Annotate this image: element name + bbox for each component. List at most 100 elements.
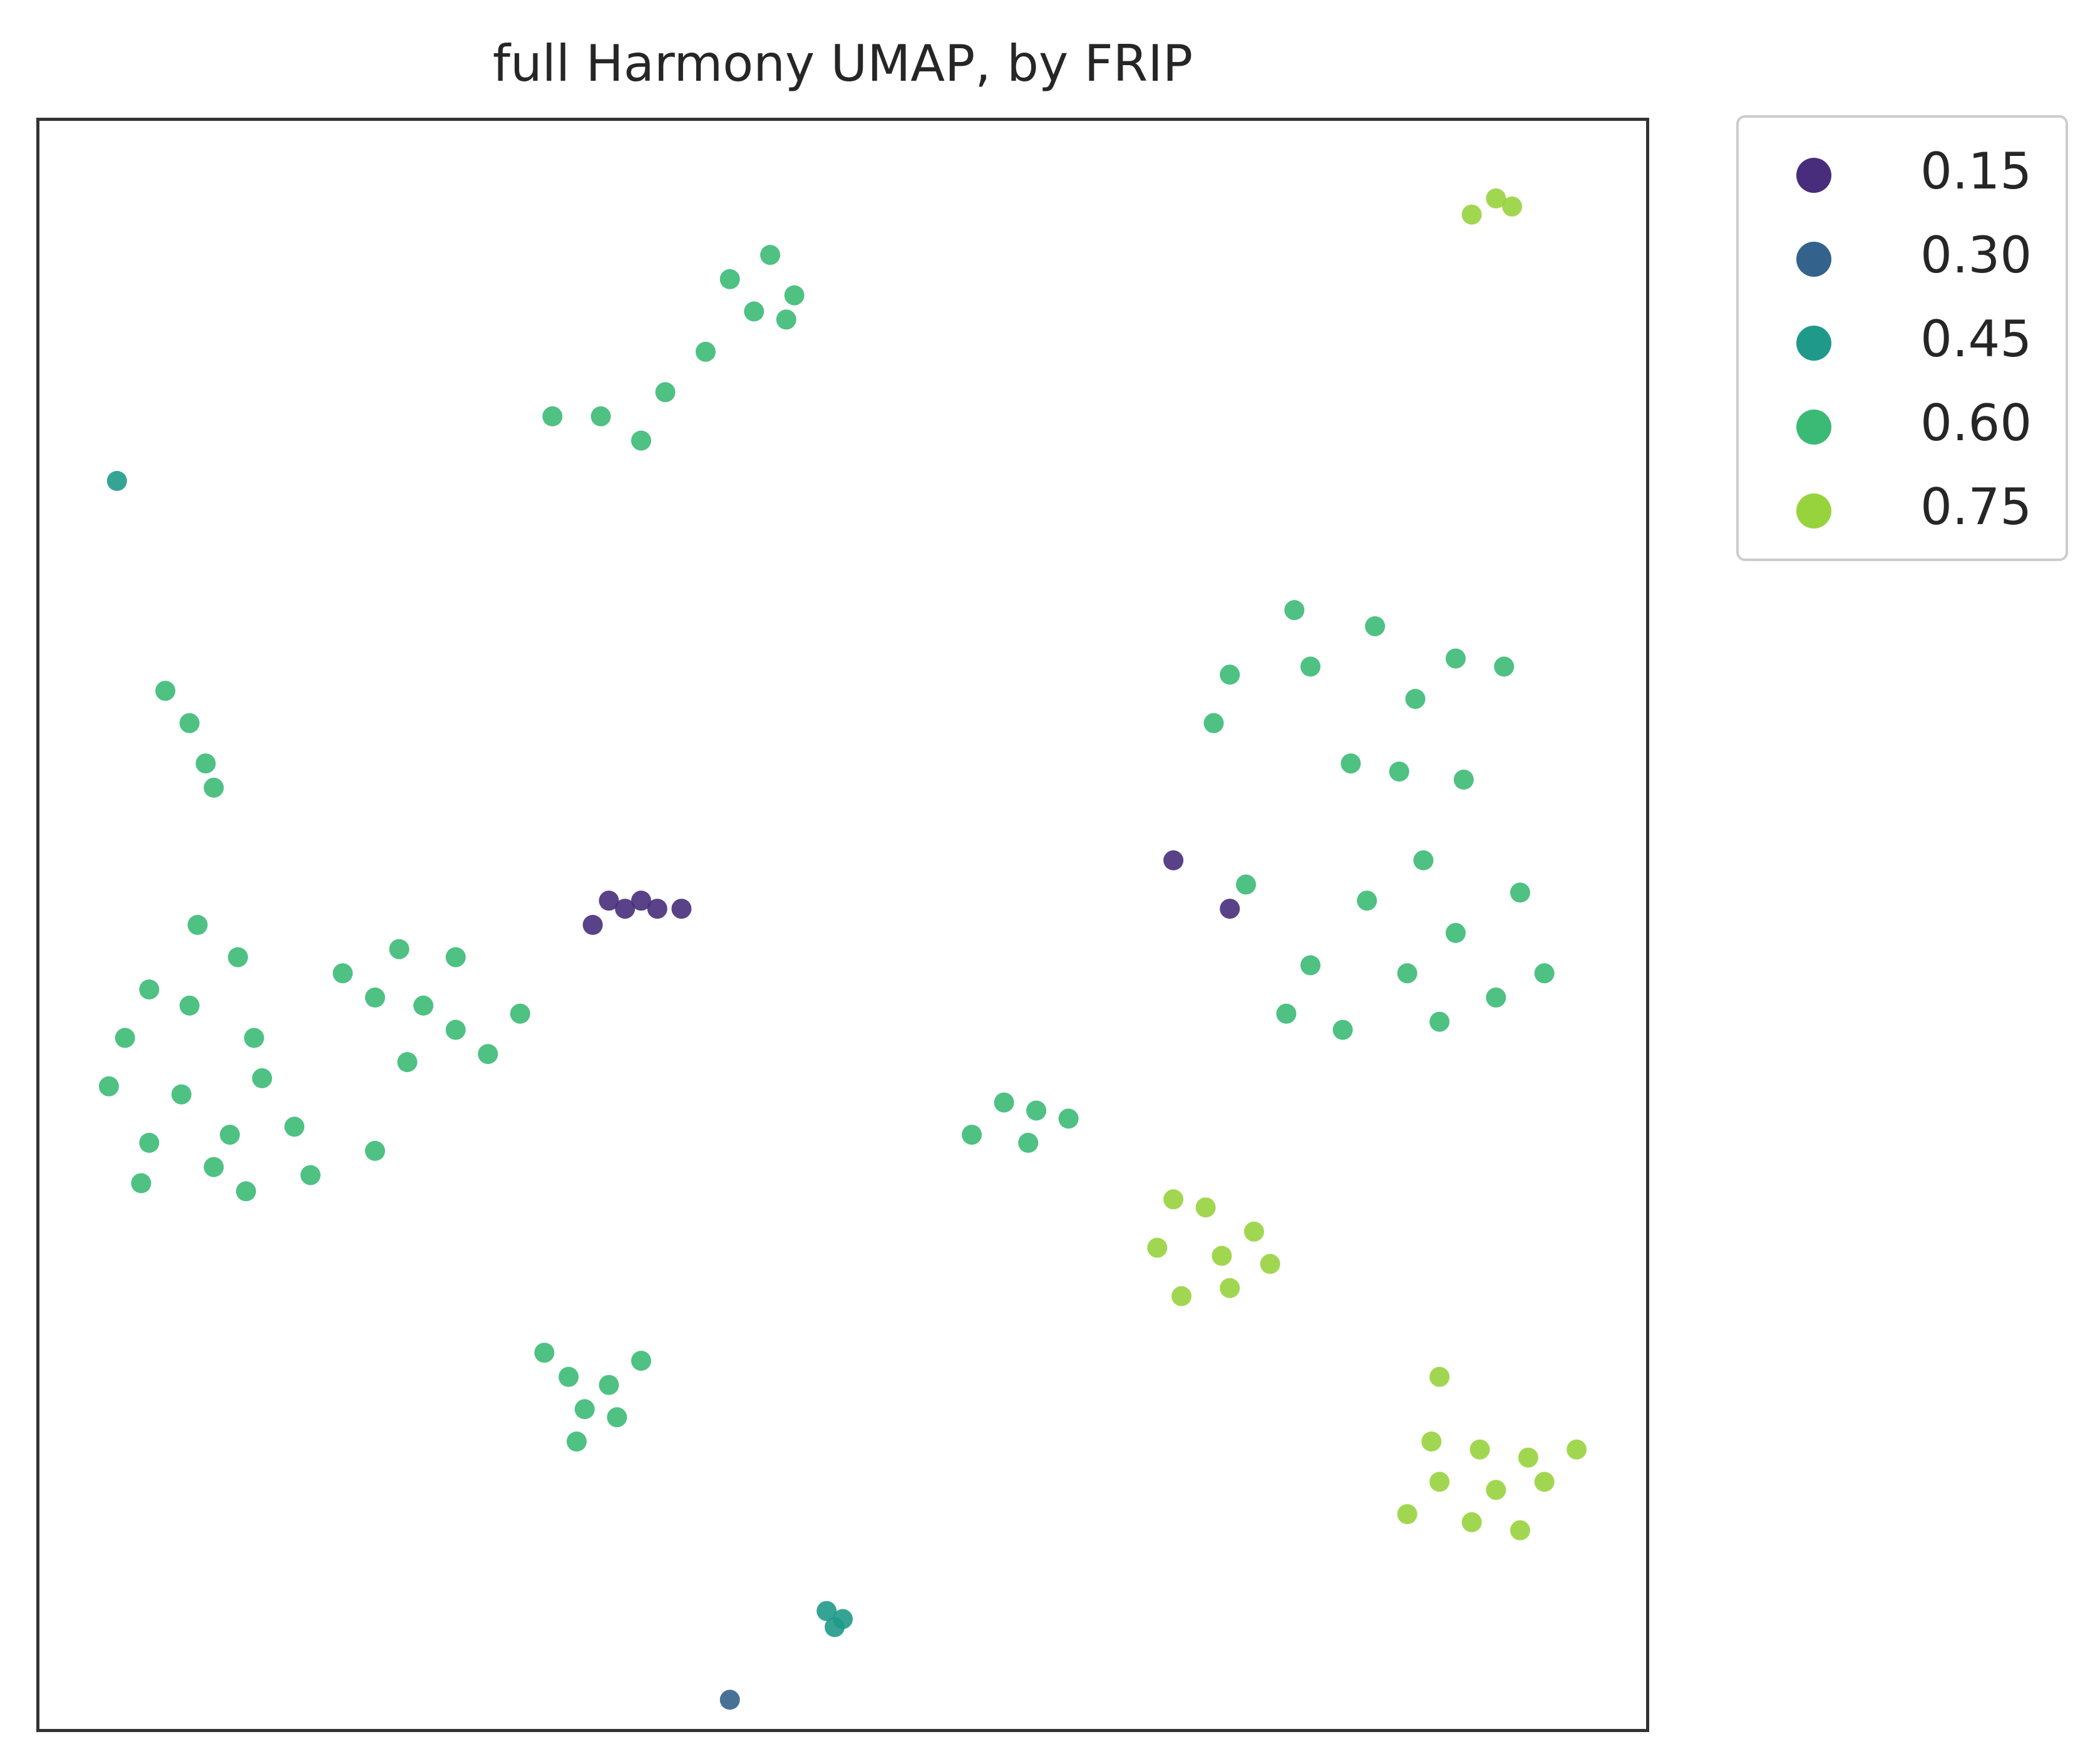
data-point (776, 309, 796, 330)
data-point (300, 1165, 321, 1185)
axes-frame (36, 118, 1649, 1732)
data-point (220, 1125, 240, 1145)
cluster-bottom-small (816, 1601, 853, 1638)
data-point (1567, 1439, 1587, 1460)
legend-label: 0.60 (1920, 394, 2032, 452)
cluster-tiny-left (106, 471, 127, 491)
data-point (203, 1157, 224, 1177)
legend: 0.15 0.30 0.45 0.60 0.75 (1736, 115, 2068, 561)
cluster-lower-right (1397, 1366, 1587, 1540)
data-point (719, 269, 740, 289)
data-point (1300, 656, 1320, 677)
data-point (1163, 850, 1184, 870)
data-point (744, 301, 764, 322)
data-point (1260, 1254, 1280, 1274)
data-point (784, 285, 805, 306)
data-point (1486, 188, 1506, 209)
data-point (1486, 1480, 1506, 1500)
data-point (445, 947, 466, 967)
cluster-left-strand (155, 681, 224, 798)
cluster-middle-violet (582, 890, 692, 935)
data-point (1365, 616, 1386, 637)
data-point (1510, 882, 1530, 903)
legend-entry: 0.45 (1739, 298, 2066, 373)
legend-entry: 0.75 (1739, 466, 2066, 541)
data-point (131, 1173, 152, 1194)
data-point (994, 1092, 1014, 1113)
cluster-right-violet (1163, 850, 1240, 919)
data-point (582, 915, 603, 935)
data-point (1534, 1472, 1555, 1492)
data-point (1220, 899, 1240, 919)
data-point (1413, 850, 1434, 870)
data-point (825, 1617, 845, 1638)
cluster-right-large (1203, 600, 1555, 1040)
data-point (631, 430, 651, 451)
data-point (510, 1003, 530, 1024)
data-point (195, 753, 216, 774)
data-point (139, 979, 160, 1000)
data-point (1284, 600, 1305, 621)
data-point (98, 1076, 119, 1096)
data-point (1445, 648, 1466, 669)
legend-label: 0.75 (1920, 478, 2032, 536)
data-point (719, 1689, 740, 1710)
data-point (397, 1052, 418, 1073)
data-point (252, 1068, 272, 1088)
data-point (1429, 1472, 1450, 1492)
cluster-left-large (98, 915, 385, 1202)
cluster-center-upper (962, 1092, 1079, 1153)
data-point (671, 899, 692, 919)
data-point (1163, 1189, 1184, 1210)
scatter-plot (36, 118, 1649, 1732)
data-point (1453, 770, 1474, 790)
data-point (599, 1375, 619, 1395)
legend-marker (1796, 326, 1831, 361)
chart-title: full Harmony UMAP, by FRIP (492, 34, 1193, 93)
data-point (1518, 1447, 1538, 1468)
data-point (1341, 753, 1361, 774)
legend-label: 0.45 (1920, 310, 2032, 368)
data-point (1018, 1133, 1039, 1153)
data-point (615, 899, 636, 919)
data-point (1461, 1512, 1482, 1532)
legend-entry: 0.30 (1739, 214, 2066, 289)
data-point (1510, 1520, 1530, 1540)
data-point (244, 1028, 264, 1048)
data-point (389, 939, 409, 959)
cluster-top-bridge (542, 245, 805, 451)
data-point (1195, 1197, 1216, 1218)
data-point (816, 1601, 837, 1621)
cluster-left-center (332, 939, 530, 1073)
data-point (203, 777, 224, 798)
data-point (413, 995, 434, 1016)
data-point (1534, 963, 1555, 984)
data-point (1220, 664, 1240, 685)
data-point (590, 406, 611, 426)
data-point (1276, 1003, 1297, 1024)
plot-area (36, 118, 1649, 1732)
data-point (228, 947, 248, 967)
data-point (607, 1407, 627, 1428)
data-point (631, 890, 651, 911)
data-point (647, 899, 667, 919)
data-point (1212, 1246, 1232, 1266)
data-point (179, 995, 200, 1016)
data-point (1405, 689, 1426, 709)
data-point (631, 1351, 651, 1371)
data-point (332, 963, 353, 984)
data-point (171, 1084, 192, 1105)
data-point (655, 382, 676, 403)
data-point (1332, 1019, 1353, 1040)
legend-marker (1796, 410, 1831, 445)
data-point (139, 1133, 160, 1153)
data-point (1494, 656, 1515, 677)
data-point (1461, 204, 1482, 225)
legend-marker (1796, 242, 1831, 277)
data-point (1058, 1108, 1079, 1129)
data-point (1469, 1439, 1490, 1460)
data-point (1243, 1221, 1264, 1242)
cluster-tiny-top-right (1461, 188, 1522, 225)
data-point (115, 1028, 135, 1048)
data-point (1026, 1100, 1047, 1121)
